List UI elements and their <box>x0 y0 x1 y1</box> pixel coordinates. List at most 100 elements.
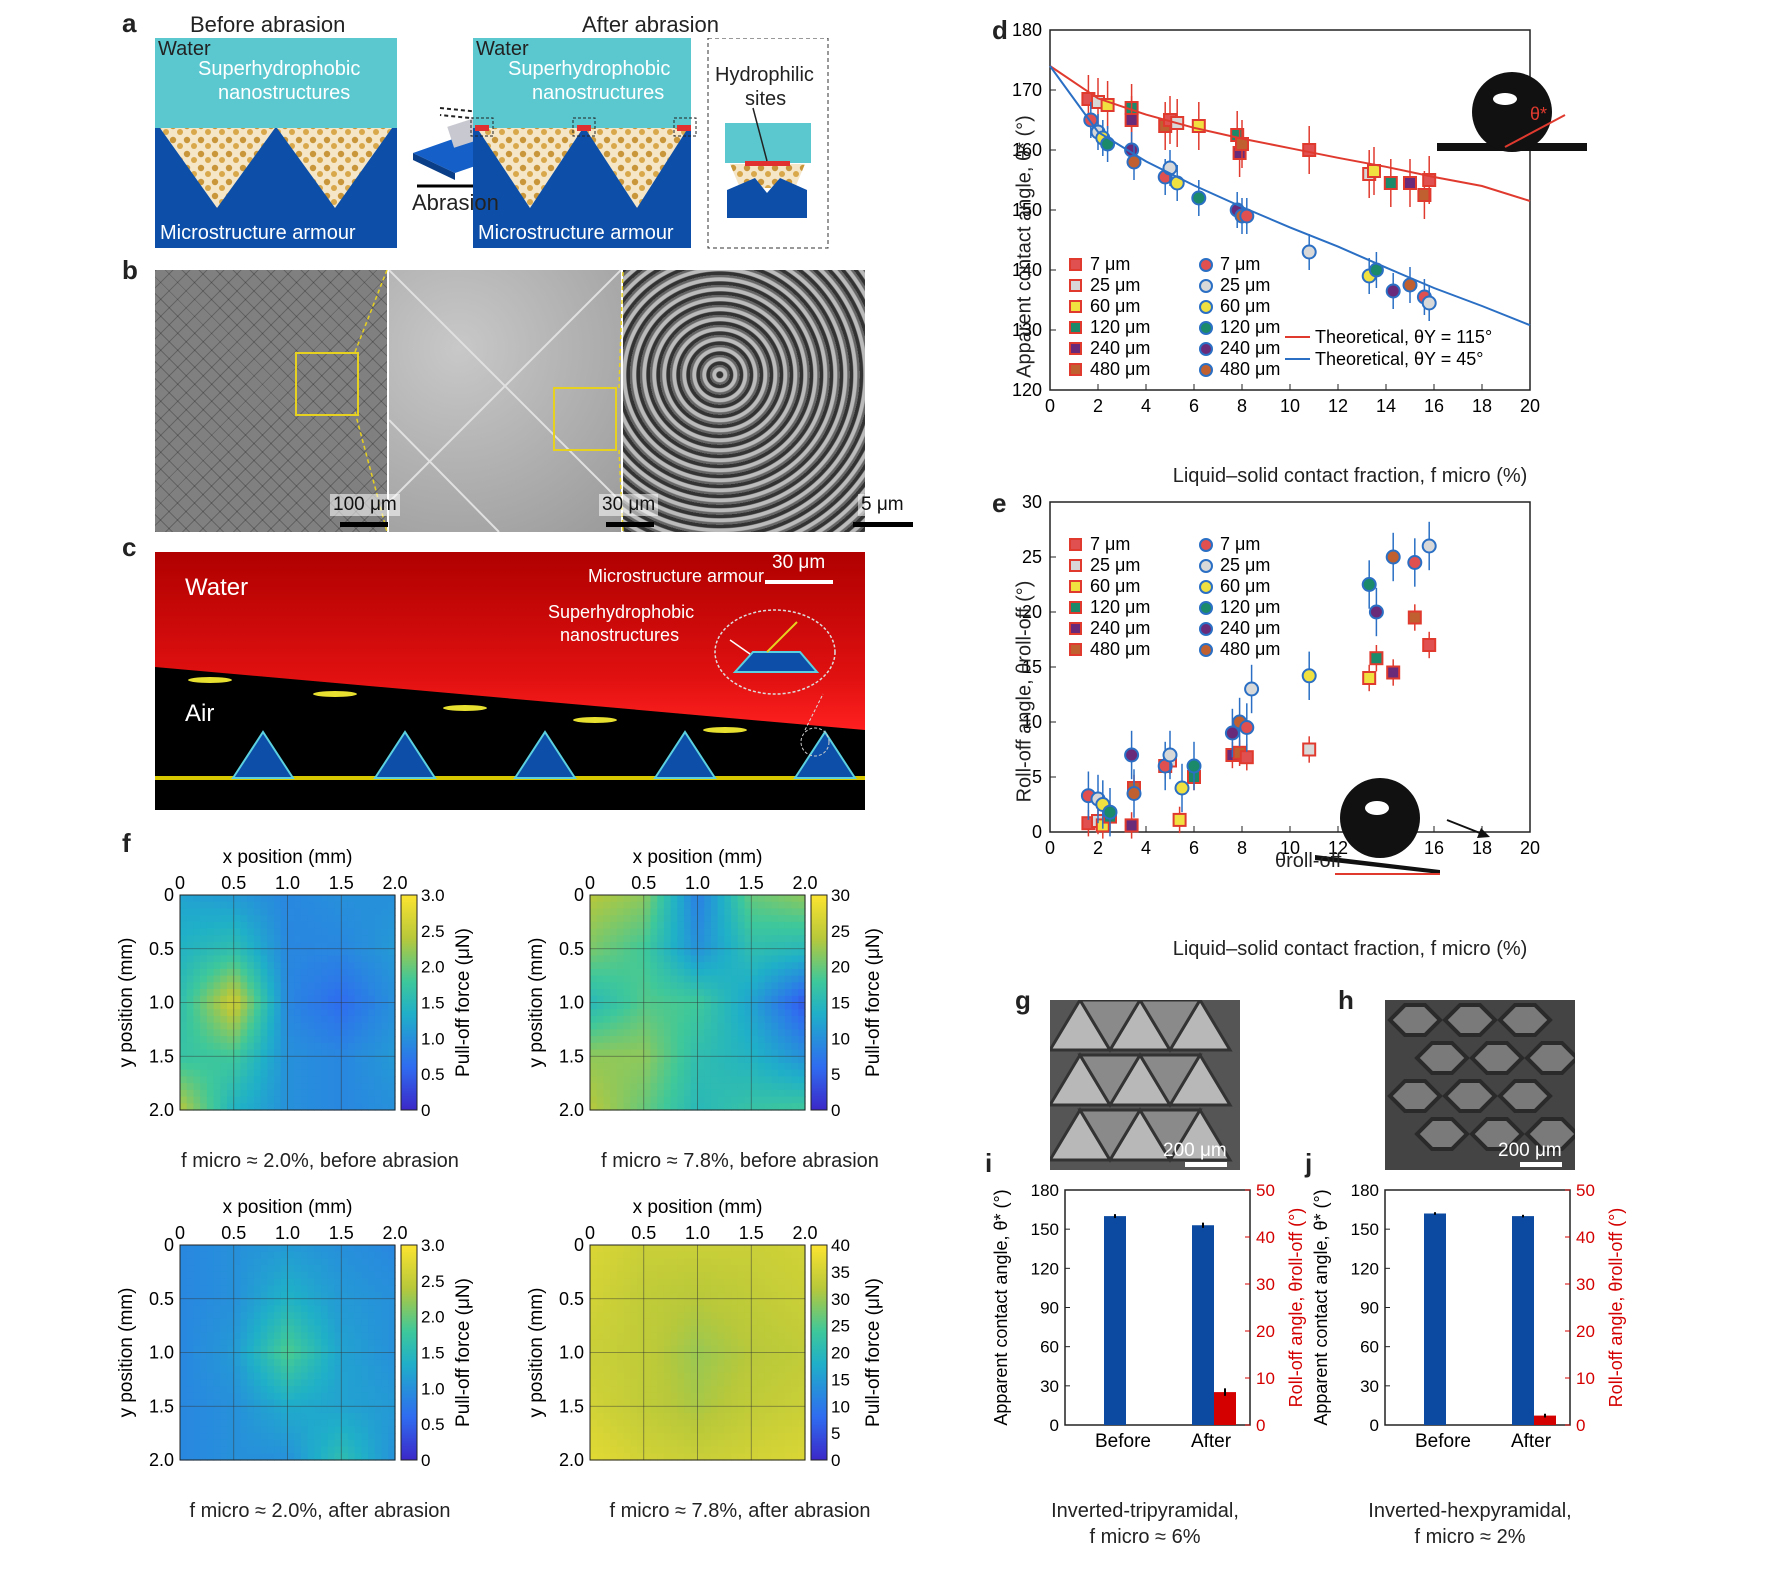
heatmap-cell <box>684 1433 692 1441</box>
heatmap-cell <box>206 1036 215 1044</box>
heatmap-cell <box>650 995 658 1004</box>
heatmap-cell <box>206 1453 215 1461</box>
heatmap-cell <box>784 975 793 983</box>
heatmap-cell <box>206 1392 215 1401</box>
heatmap-cell <box>603 1352 611 1360</box>
heatmap-cell <box>334 955 342 963</box>
heatmap-cell <box>637 1386 645 1394</box>
heatmap-cell <box>361 1009 369 1017</box>
heatmap-cell <box>321 1332 329 1340</box>
heatmap-cell <box>300 1089 309 1098</box>
heatmap-cell <box>347 1345 356 1354</box>
heatmap-cell <box>643 1312 652 1320</box>
heatmap-cell <box>596 982 605 990</box>
heatmap-cell <box>388 1399 396 1407</box>
data-point <box>1417 188 1432 202</box>
heatmap-cell <box>361 1379 369 1387</box>
heatmap-cell <box>744 1251 752 1260</box>
heatmap-cell <box>643 1042 652 1051</box>
heatmap-cell <box>186 1015 195 1024</box>
heatmap-cell <box>193 1339 201 1347</box>
heatmap-cell <box>260 921 268 930</box>
heatmap-cell <box>630 1352 638 1360</box>
x-tick-label: 0 <box>585 873 595 893</box>
heatmap-cell <box>603 1069 611 1078</box>
heatmap-cell <box>368 1083 376 1091</box>
heatmap-cell <box>267 1278 275 1286</box>
heatmap-cell <box>637 908 645 916</box>
heatmap-cell <box>200 1399 208 1407</box>
heatmap-cell <box>704 1433 712 1441</box>
heatmap-cell <box>590 1332 598 1340</box>
legend-marker <box>1199 300 1213 314</box>
heatmap-cell <box>374 1069 383 1078</box>
heatmap-cell <box>287 1069 295 1078</box>
heatmap-cell <box>240 901 248 910</box>
heatmap-cell <box>294 1345 302 1354</box>
heatmap-cell <box>616 1258 625 1266</box>
heatmap-cell <box>590 1029 598 1037</box>
heatmap-cell <box>307 1392 315 1401</box>
heatmap-cell <box>287 1305 295 1313</box>
heatmap-cell <box>321 1352 329 1360</box>
heatmap-cell <box>798 1009 806 1017</box>
heatmap-cell <box>764 1009 773 1017</box>
heatmap-cell <box>616 995 625 1004</box>
colorbar-tick-label: 3.0 <box>421 886 445 905</box>
heatmap-cell <box>637 1265 645 1273</box>
heatmap-cell <box>596 1439 605 1448</box>
heatmap-cell <box>361 1332 369 1340</box>
heatmap-cell <box>704 975 712 983</box>
heatmap-cell <box>300 1278 309 1286</box>
heatmap-cell <box>590 1251 598 1260</box>
data-point <box>1403 176 1417 190</box>
heatmap-cell <box>710 1103 719 1111</box>
heatmap-cell <box>798 1245 806 1253</box>
heatmap-cell <box>757 895 766 903</box>
heatmap-cell <box>200 1285 208 1293</box>
heatmap-cell <box>327 1245 336 1253</box>
heatmap-cell <box>374 1332 383 1340</box>
heatmap-cell <box>650 1359 658 1367</box>
heatmap-cell <box>717 1433 725 1441</box>
heatmap-cell <box>710 1312 719 1320</box>
heatmap-cell <box>650 968 658 977</box>
heatmap-cell <box>253 1365 262 1374</box>
heatmap-cell <box>778 908 786 916</box>
heatmap-cell <box>784 1325 793 1333</box>
heatmap-cell <box>240 1318 248 1327</box>
heatmap-cell <box>374 995 383 1004</box>
heatmap-cell <box>623 962 631 970</box>
heatmap-cell <box>374 1022 383 1030</box>
heatmap-cell <box>321 1365 329 1374</box>
heatmap-cell <box>274 1015 282 1024</box>
heatmap-cell <box>267 1271 275 1280</box>
heatmap-cell <box>294 1392 302 1401</box>
heatmap-cell <box>206 935 215 943</box>
heatmap-cell <box>200 942 208 950</box>
heatmap-cell <box>724 1332 732 1340</box>
heatmap-cell <box>307 942 315 950</box>
heatmap-cell <box>731 1386 739 1394</box>
x-tick-label: 4 <box>1141 396 1151 416</box>
heatmap-cell <box>347 1298 356 1307</box>
heatmap-cell <box>347 989 356 997</box>
heatmap-cell <box>643 1022 652 1030</box>
heatmap-cell <box>603 1022 611 1030</box>
category-label: Before <box>1415 1431 1471 1452</box>
heatmap-cell <box>616 1056 625 1064</box>
heatmap-cell <box>751 1285 759 1293</box>
heatmap-cell <box>374 1339 383 1347</box>
heatmap-cell <box>697 1042 705 1051</box>
heatmap-cell <box>347 1009 356 1017</box>
heatmap-cell <box>233 1292 242 1300</box>
heatmap-cell <box>663 955 672 963</box>
heatmap-cell <box>347 1292 356 1300</box>
heatmap-cell <box>186 1245 195 1253</box>
heatmap-cell <box>657 901 665 910</box>
heatmap-cell <box>280 1278 289 1286</box>
heatmap-cell <box>751 1271 759 1280</box>
heatmap-cell <box>677 1412 685 1421</box>
heatmap-cell <box>294 1103 302 1111</box>
heatmap-cell <box>354 1292 363 1300</box>
